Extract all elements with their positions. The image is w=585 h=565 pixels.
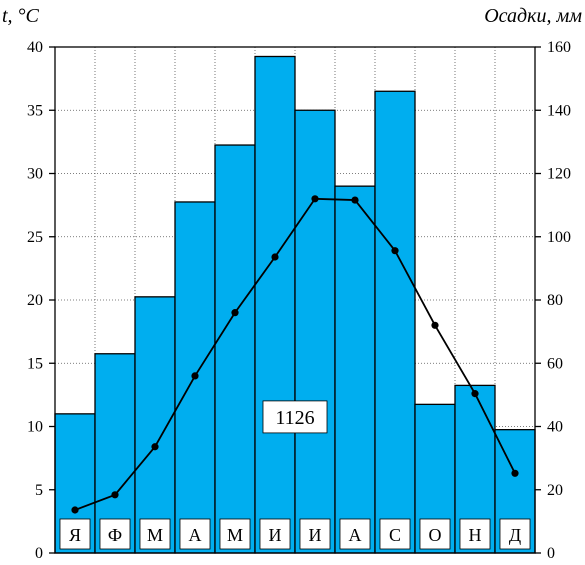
right-tick-label: 40 xyxy=(547,419,563,436)
month-label: Н xyxy=(469,525,482,545)
temperature-point xyxy=(231,309,239,317)
temperature-point xyxy=(351,196,359,204)
tick-labels: 0 5 10 15 20 25 30 35 40 0 20 40 60 80 100 120 140 160 xyxy=(27,39,571,562)
month-label-box xyxy=(259,518,291,550)
right-axis-title: Осадки, мм xyxy=(484,5,582,27)
right-tick-label: 20 xyxy=(547,482,563,499)
precipitation-bar xyxy=(254,55,296,554)
month-label: М xyxy=(227,525,243,545)
right-tick-label: 0 xyxy=(547,545,555,560)
right-tick-label: 80 xyxy=(547,292,563,309)
temperature-point xyxy=(311,195,319,203)
left-tick-label: 35 xyxy=(27,102,43,119)
month-label: М xyxy=(147,525,163,545)
annotation-box xyxy=(262,400,328,434)
left-tick-label: 5 xyxy=(35,482,43,499)
left-tick-label: 30 xyxy=(27,166,43,183)
temperature-point xyxy=(391,247,399,255)
month-label: И xyxy=(309,525,322,545)
month-label: Ф xyxy=(108,525,122,545)
temperature-point xyxy=(151,443,159,451)
precipitation-bar xyxy=(134,296,176,554)
temperature-point xyxy=(111,491,119,499)
annotation-label: 1126 xyxy=(275,407,314,429)
month-label-box xyxy=(219,518,251,550)
month-label-box xyxy=(139,518,171,550)
left-tick-label: 15 xyxy=(27,355,43,372)
month-label: Я xyxy=(69,525,81,545)
month-label-box xyxy=(459,518,491,550)
month-label-box xyxy=(99,518,131,550)
axes xyxy=(49,46,541,554)
right-tick-label: 140 xyxy=(547,102,571,119)
month-label: О xyxy=(429,525,442,545)
left-tick-label: 0 xyxy=(35,545,43,560)
right-tick-label: 60 xyxy=(547,355,563,372)
precipitation-bar xyxy=(294,109,336,554)
month-label-box xyxy=(379,518,411,550)
precipitation-bars xyxy=(54,55,536,554)
annotation: 1126 xyxy=(262,400,328,434)
month-label: С xyxy=(389,525,401,545)
left-tick-label: 10 xyxy=(27,419,43,436)
month-label: И xyxy=(269,525,282,545)
left-axis-title: t, °C xyxy=(2,5,40,27)
left-tick-label: 25 xyxy=(27,229,43,246)
month-label-box xyxy=(59,518,91,550)
month-label-box xyxy=(419,518,451,550)
month-label-box xyxy=(299,518,331,550)
temperature-point xyxy=(511,469,519,477)
precipitation-bar xyxy=(374,90,416,554)
precipitation-bar xyxy=(334,185,376,554)
month-label: Д xyxy=(509,525,521,545)
month-label: А xyxy=(349,525,362,545)
right-tick-label: 160 xyxy=(547,39,571,56)
right-tick-label: 120 xyxy=(547,166,571,183)
temperature-point xyxy=(431,321,439,329)
right-tick-label: 100 xyxy=(547,229,571,246)
temperature-point xyxy=(471,390,479,398)
left-tick-label: 20 xyxy=(27,292,43,309)
precipitation-bar xyxy=(214,144,256,554)
temperature-point xyxy=(271,253,279,261)
month-label-box xyxy=(179,518,211,550)
month-label-box xyxy=(499,518,531,550)
month-label: А xyxy=(189,525,202,545)
month-label-box xyxy=(339,518,371,550)
temperature-point xyxy=(71,506,79,514)
temperature-point xyxy=(191,372,199,380)
left-tick-label: 40 xyxy=(27,39,43,56)
temperature-line xyxy=(71,195,519,514)
temperature-polyline xyxy=(74,197,516,511)
